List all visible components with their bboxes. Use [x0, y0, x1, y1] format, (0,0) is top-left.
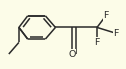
Text: F: F	[113, 29, 119, 38]
Text: O: O	[68, 50, 75, 59]
Text: F: F	[103, 11, 108, 20]
Text: F: F	[94, 38, 100, 47]
